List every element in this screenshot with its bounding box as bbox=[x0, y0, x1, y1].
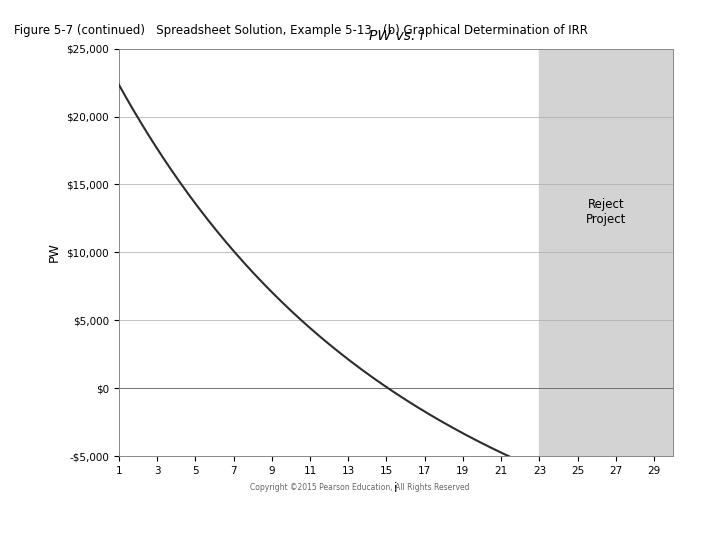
Text: PEARSON: PEARSON bbox=[597, 507, 698, 525]
Title: PW vs. i: PW vs. i bbox=[369, 29, 423, 43]
Text: Copyright ©2015 Pearson Education, All Rights Reserved: Copyright ©2015 Pearson Education, All R… bbox=[251, 483, 469, 492]
Text: All rights reserved.: All rights reserved. bbox=[446, 522, 532, 531]
Text: Engineering Economy, Sixteenth Edition: Engineering Economy, Sixteenth Edition bbox=[137, 502, 318, 511]
Text: Copyright ©2015, 2012, 2009 by Pearson Education, Inc.: Copyright ©2015, 2012, 2009 by Pearson E… bbox=[446, 502, 705, 511]
Text: Reject
Project: Reject Project bbox=[586, 198, 626, 226]
Bar bbox=[539, 49, 673, 456]
Text: Figure 5-7 (continued)   Spreadsheet Solution, Example 5-13   (b) Graphical Dete: Figure 5-7 (continued) Spreadsheet Solut… bbox=[14, 24, 588, 37]
Y-axis label: PW: PW bbox=[48, 242, 60, 262]
Text: ALWAYS LEARNING: ALWAYS LEARNING bbox=[14, 511, 117, 521]
X-axis label: i: i bbox=[395, 482, 397, 495]
Text: Sullivan | Wicks | Koelling: Sullivan | Wicks | Koelling bbox=[137, 522, 252, 531]
